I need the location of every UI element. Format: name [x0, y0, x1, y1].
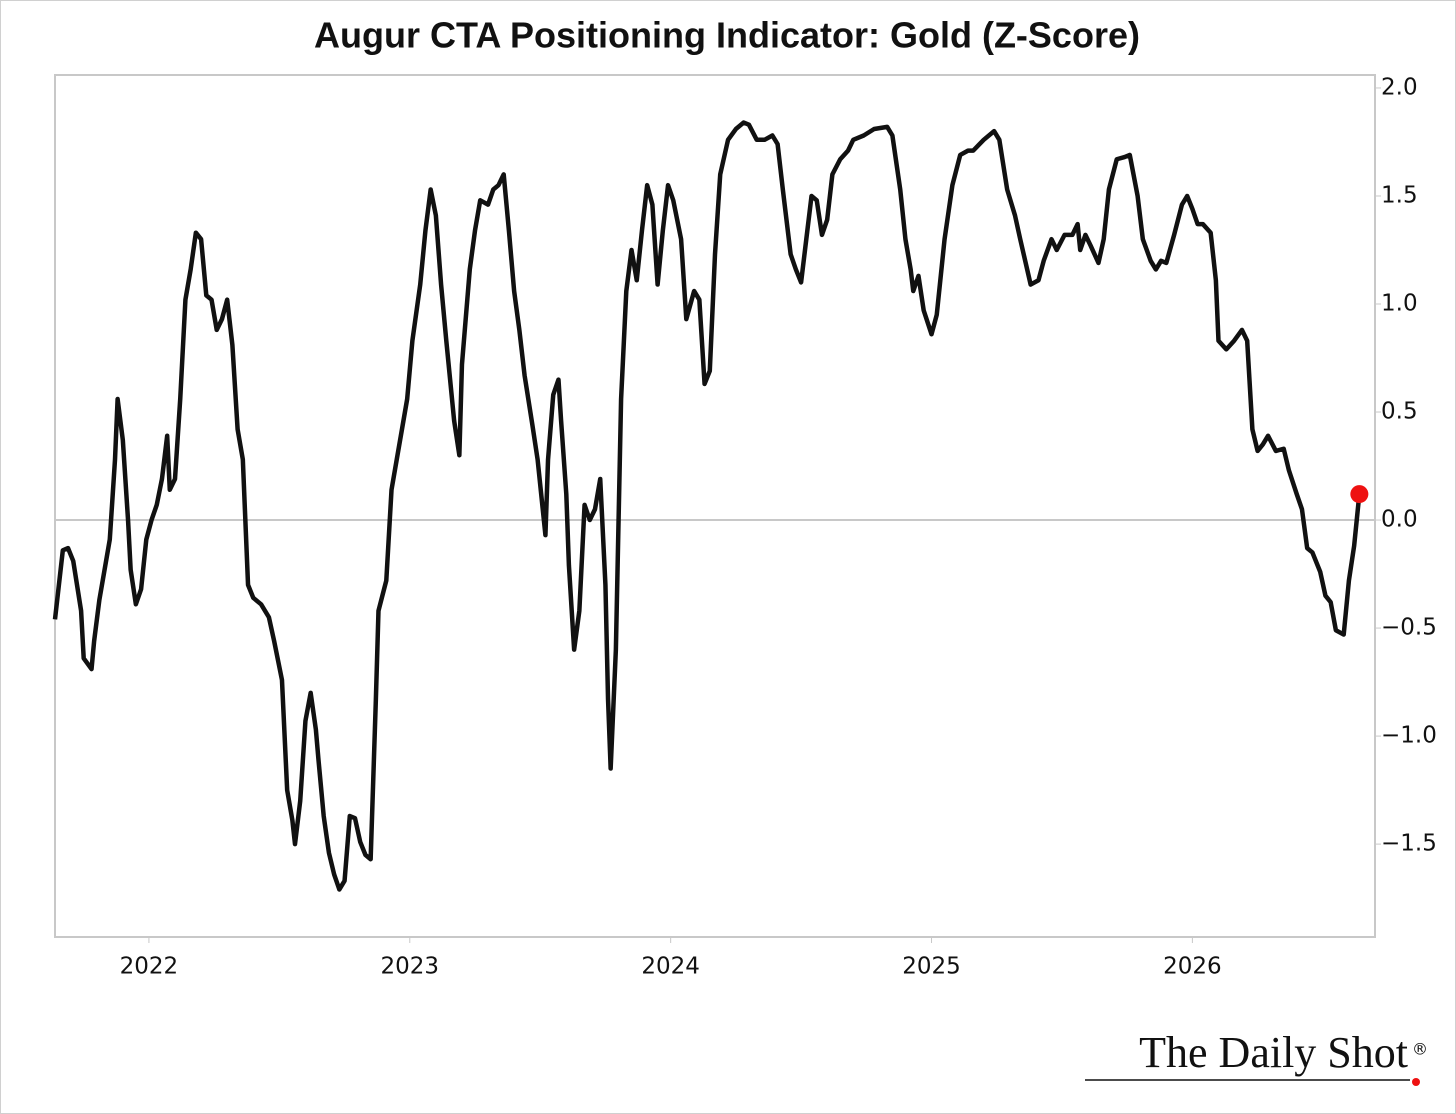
y-tick-label: 1.0: [1381, 291, 1418, 317]
y-tick-label: −0.5: [1381, 615, 1437, 641]
x-tick-label: 2025: [902, 954, 961, 980]
chart-title: Augur CTA Positioning Indicator: Gold (Z…: [314, 15, 1140, 56]
y-tick-label: 0.5: [1381, 399, 1418, 425]
watermark-mark: ®: [1412, 1040, 1428, 1059]
watermark-dot: [1412, 1078, 1420, 1086]
x-tick-label: 2022: [120, 954, 179, 980]
y-tick-label: 0.0: [1381, 507, 1418, 533]
x-tick-label: 2023: [381, 954, 440, 980]
y-tick-label: 2.0: [1381, 74, 1418, 100]
end-marker: [1350, 485, 1369, 504]
data-line: [52, 120, 1362, 892]
watermark: The Daily Shot: [1139, 1028, 1408, 1077]
y-tick-label: 1.5: [1381, 182, 1418, 208]
x-tick-label: 2024: [641, 954, 700, 980]
x-tick-label: 2026: [1163, 954, 1222, 980]
y-tick-label: −1.5: [1381, 831, 1437, 857]
plot-frame: [54, 74, 1376, 938]
y-tick-label: −1.0: [1381, 723, 1437, 749]
